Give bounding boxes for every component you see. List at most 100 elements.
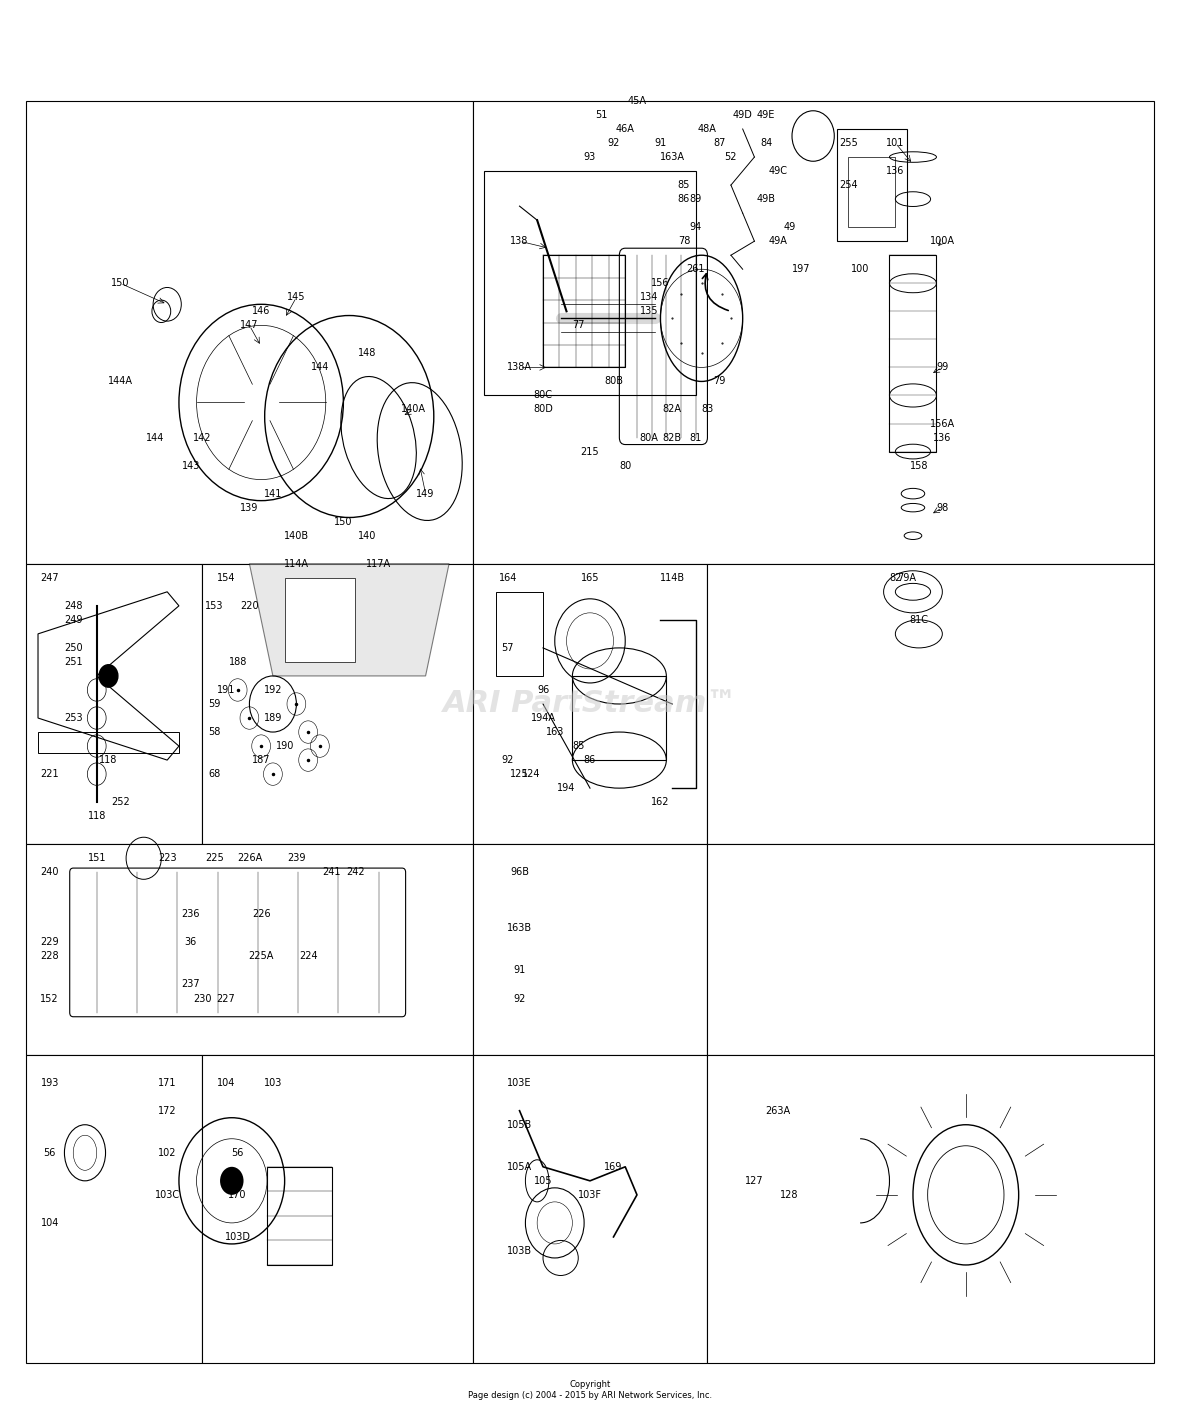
Text: 220: 220 (240, 601, 258, 611)
Text: 92: 92 (608, 138, 620, 148)
Bar (26, 563, 203, 845)
Text: 98: 98 (936, 503, 949, 513)
Bar (496, 591, 543, 676)
Text: 191: 191 (217, 684, 235, 696)
Text: 156A: 156A (930, 418, 955, 428)
Bar (848, 158, 896, 227)
Text: 148: 148 (358, 348, 376, 359)
Text: 81C: 81C (910, 615, 929, 625)
Text: 118: 118 (87, 811, 106, 821)
Text: 240: 240 (40, 867, 59, 877)
Bar (890, 255, 937, 452)
Text: 127: 127 (745, 1176, 763, 1186)
Text: 253: 253 (64, 712, 83, 724)
Text: 103: 103 (263, 1077, 282, 1087)
Text: 141: 141 (263, 489, 282, 498)
Text: 250: 250 (64, 643, 83, 653)
Text: 140B: 140B (284, 531, 309, 541)
Text: Page design (c) 2004 - 2015 by ARI Network Services, Inc.: Page design (c) 2004 - 2015 by ARI Netwo… (468, 1391, 712, 1400)
Polygon shape (284, 577, 355, 662)
Text: 104: 104 (40, 1218, 59, 1228)
Bar (26, 845, 472, 1055)
Text: 49A: 49A (768, 237, 787, 246)
Text: 163A: 163A (660, 152, 684, 162)
Bar (543, 255, 625, 367)
Text: 49: 49 (784, 222, 795, 232)
Text: 57: 57 (502, 643, 514, 653)
Text: 242: 242 (346, 867, 365, 877)
Text: 68: 68 (208, 769, 221, 779)
Bar (38, 732, 179, 753)
Text: 249: 249 (64, 615, 83, 625)
Text: 143: 143 (182, 460, 199, 470)
Text: 171: 171 (158, 1077, 177, 1087)
Text: 136: 136 (886, 166, 905, 176)
Text: 226A: 226A (237, 853, 262, 863)
Bar (472, 1055, 708, 1363)
Text: 56: 56 (231, 1148, 244, 1157)
Text: 128: 128 (780, 1190, 799, 1200)
Text: 82: 82 (890, 573, 902, 583)
Text: 188: 188 (229, 658, 247, 667)
Text: 170: 170 (229, 1190, 247, 1200)
Text: 94: 94 (689, 222, 702, 232)
Text: 91: 91 (655, 138, 667, 148)
Text: 77: 77 (572, 321, 584, 331)
Text: 58: 58 (208, 727, 221, 736)
Text: 96: 96 (537, 684, 549, 696)
Text: 194: 194 (557, 783, 576, 793)
Text: 237: 237 (182, 980, 199, 990)
Text: 163: 163 (545, 727, 564, 736)
Text: 80C: 80C (533, 390, 552, 400)
Bar (708, 845, 1154, 1055)
Text: 224: 224 (299, 952, 317, 962)
Text: 48A: 48A (699, 124, 717, 134)
Bar (26, 1055, 203, 1363)
Text: 140: 140 (358, 531, 376, 541)
Text: 248: 248 (64, 601, 83, 611)
Text: 103E: 103E (507, 1077, 532, 1087)
Text: 151: 151 (87, 853, 106, 863)
Text: 261: 261 (687, 265, 704, 275)
Text: 144: 144 (310, 362, 329, 372)
Text: 215: 215 (581, 446, 599, 456)
Text: 146: 146 (253, 307, 270, 317)
Text: 101: 101 (886, 138, 905, 148)
Text: 247: 247 (40, 573, 59, 583)
Text: 84: 84 (760, 138, 772, 148)
Text: 139: 139 (241, 503, 258, 513)
Text: 89: 89 (689, 194, 702, 204)
Text: 56: 56 (44, 1148, 55, 1157)
Text: 105A: 105A (507, 1162, 532, 1171)
Text: 197: 197 (792, 265, 811, 275)
Text: 103F: 103F (578, 1190, 602, 1200)
Text: 105B: 105B (507, 1119, 532, 1129)
Bar (572, 676, 667, 760)
Text: 136: 136 (933, 432, 951, 442)
Text: 263A: 263A (766, 1105, 791, 1115)
Text: 252: 252 (111, 797, 130, 807)
Bar (837, 130, 907, 241)
Bar (472, 845, 708, 1055)
Text: 79A: 79A (898, 573, 917, 583)
Bar (267, 1167, 332, 1264)
Text: 162: 162 (651, 797, 670, 807)
Text: 135: 135 (640, 307, 658, 317)
Text: 158: 158 (910, 460, 929, 470)
Text: 187: 187 (251, 755, 270, 765)
Bar (708, 563, 1154, 845)
Text: 49B: 49B (756, 194, 775, 204)
Text: 78: 78 (677, 237, 690, 246)
Text: 192: 192 (263, 684, 282, 696)
Text: 189: 189 (263, 712, 282, 724)
Text: 114A: 114A (284, 559, 309, 569)
Text: 194A: 194A (531, 712, 556, 724)
Text: 103C: 103C (155, 1190, 179, 1200)
Text: 83: 83 (701, 404, 714, 414)
Text: 49D: 49D (733, 110, 753, 120)
Circle shape (99, 665, 118, 687)
Text: 145: 145 (287, 293, 306, 303)
Text: 103B: 103B (507, 1246, 532, 1256)
Text: 227: 227 (217, 994, 235, 1004)
Text: 36: 36 (184, 938, 197, 948)
